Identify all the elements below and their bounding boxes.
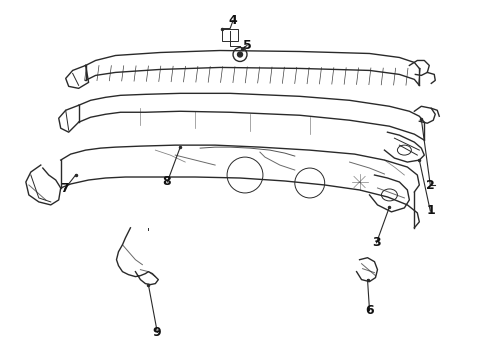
Circle shape — [238, 52, 243, 57]
Text: 3: 3 — [372, 236, 381, 249]
Text: 7: 7 — [60, 183, 69, 195]
Text: 5: 5 — [243, 39, 252, 52]
Bar — [222, 28, 238, 41]
Text: 1: 1 — [426, 204, 435, 217]
Text: 6: 6 — [365, 305, 374, 318]
Text: 2: 2 — [426, 179, 435, 192]
Text: 4: 4 — [228, 14, 237, 27]
Text: 9: 9 — [153, 326, 161, 339]
Text: 8: 8 — [163, 175, 171, 188]
